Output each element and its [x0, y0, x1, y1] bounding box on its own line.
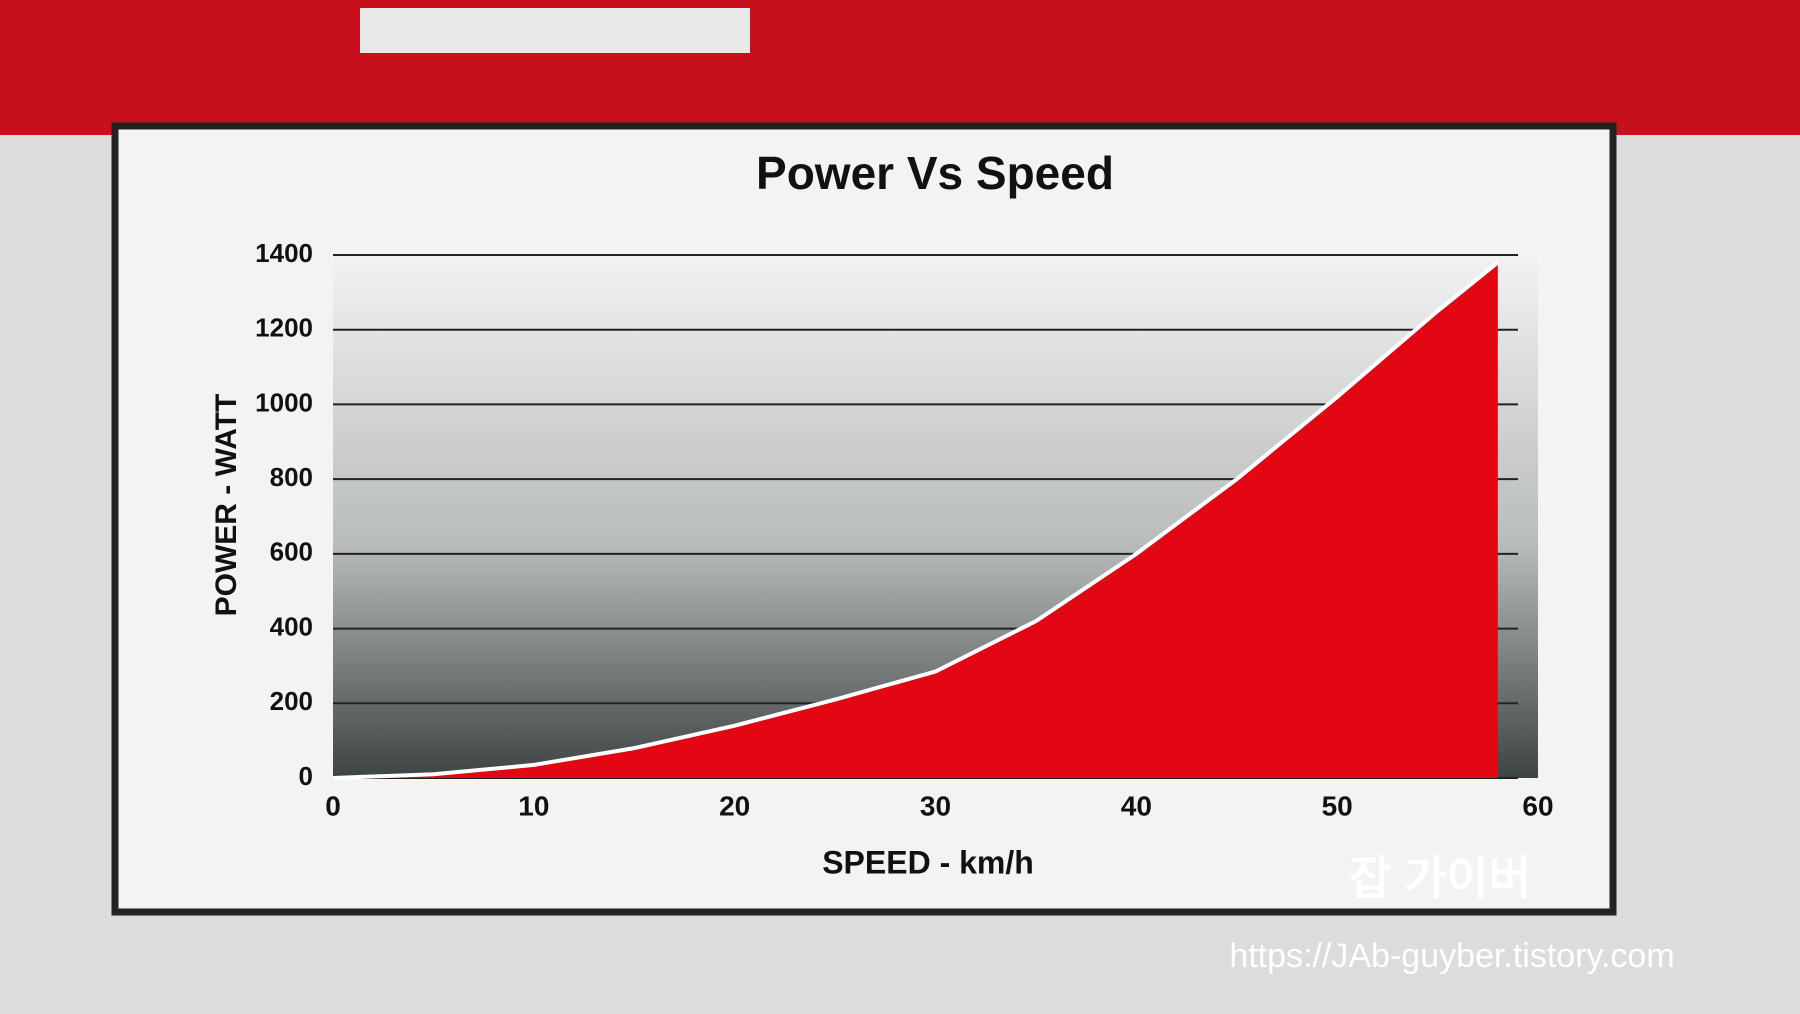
y-axis-label: POWER - WATT — [210, 394, 243, 617]
x-tick-label: 50 — [1322, 790, 1353, 821]
y-tick-label: 1400 — [255, 238, 313, 268]
x-tick-label: 30 — [920, 790, 951, 821]
x-tick-label: 40 — [1121, 790, 1152, 821]
curve-line — [332, 260, 1500, 780]
y-tick-label: 800 — [270, 462, 313, 492]
chart-title: Power Vs Speed — [756, 147, 1114, 199]
watermark-url: https://JAb-guyber.tistory.com — [1229, 937, 1674, 975]
y-tick-label: 600 — [270, 537, 313, 567]
x-axis-label: SPEED - km/h — [822, 844, 1034, 880]
area — [333, 262, 1498, 778]
y-tick-label: 200 — [270, 686, 313, 716]
x-tick-label: 0 — [325, 790, 341, 821]
y-tick-label: 0 — [299, 761, 313, 791]
box-band — [0, 0, 1800, 135]
x-tick-label: 10 — [518, 790, 549, 821]
y-tick-label: 1000 — [255, 387, 313, 417]
y-tick-label: 400 — [270, 611, 313, 641]
x-tick-label: 20 — [719, 790, 750, 821]
watermark-title: 잡 가이버 — [1349, 852, 1531, 904]
x-tick-label: 60 — [1522, 790, 1553, 821]
box-label — [360, 8, 750, 53]
y-tick-label: 1200 — [255, 313, 313, 343]
